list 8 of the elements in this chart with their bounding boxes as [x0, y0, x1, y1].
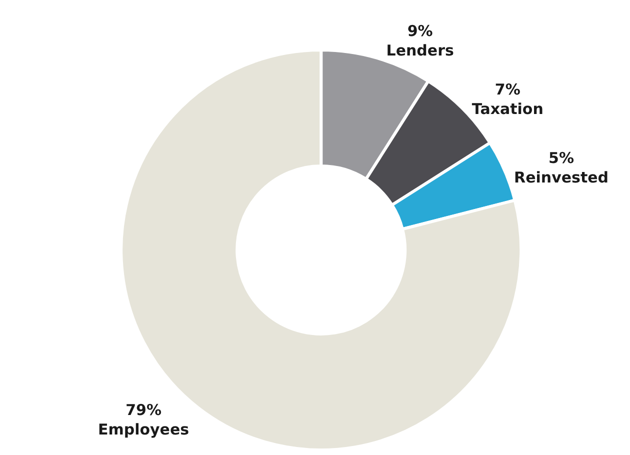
slice-label: Lenders — [386, 41, 454, 60]
data-label: 9% — [407, 22, 433, 40]
data-label: 79% — [126, 400, 162, 419]
slice-label: Employees — [98, 420, 190, 438]
data-label: 5% — [548, 148, 574, 167]
slice-label: Reinvested — [514, 168, 609, 186]
slice-label: Taxation — [472, 100, 544, 118]
data-label: 7% — [494, 80, 520, 98]
